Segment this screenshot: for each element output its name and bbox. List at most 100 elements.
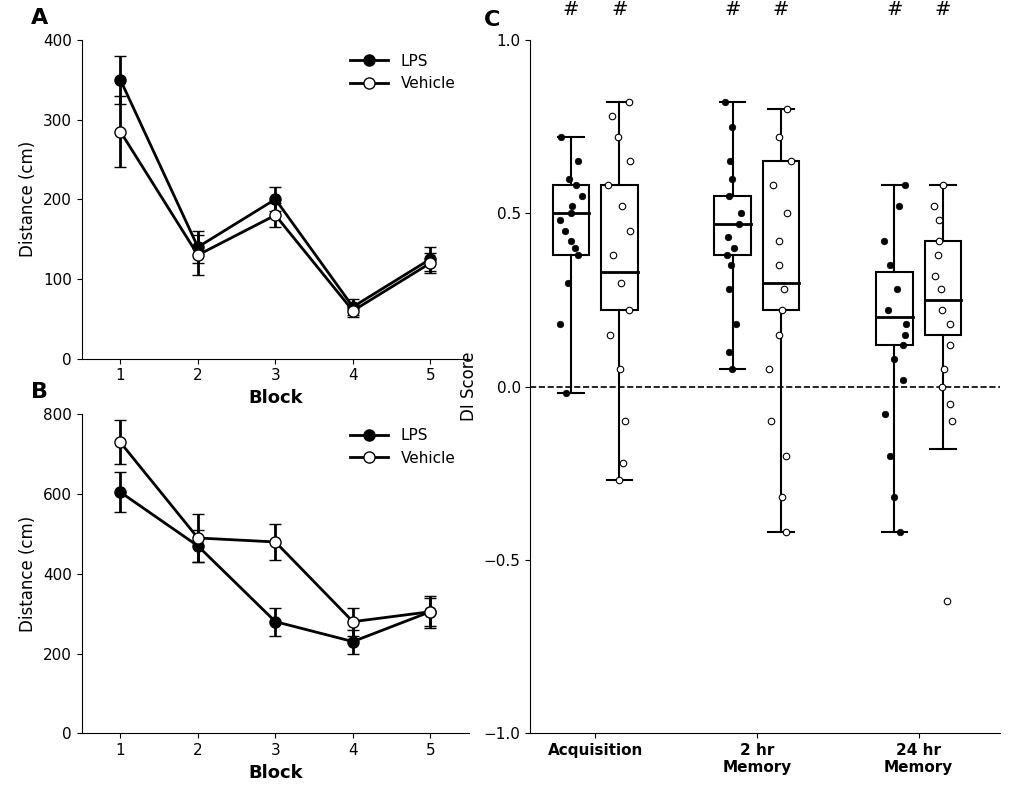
Point <box>611 277 628 289</box>
Point <box>569 155 585 167</box>
Point <box>551 214 568 226</box>
Point <box>892 526 908 539</box>
Point <box>932 304 949 316</box>
Point <box>941 318 957 331</box>
Point <box>896 328 912 341</box>
Point <box>720 190 737 202</box>
Point <box>897 318 913 331</box>
Y-axis label: Distance (cm): Distance (cm) <box>19 516 38 632</box>
Point <box>760 363 776 375</box>
Point <box>722 363 739 375</box>
Point <box>731 218 747 230</box>
Point <box>732 207 748 220</box>
Point <box>929 249 946 261</box>
Point <box>723 172 740 185</box>
Point <box>926 269 943 282</box>
Point <box>876 408 893 421</box>
Point <box>934 363 951 375</box>
Point <box>777 450 794 462</box>
Point <box>621 304 637 316</box>
Point <box>884 491 901 504</box>
Text: A: A <box>32 8 49 28</box>
Point <box>777 526 794 539</box>
Point <box>933 380 950 393</box>
Point <box>559 277 576 289</box>
Point <box>718 249 735 261</box>
Point <box>772 304 789 316</box>
Point <box>568 179 584 192</box>
Text: #: # <box>886 0 902 19</box>
Point <box>603 110 620 123</box>
Bar <box>875 272 912 345</box>
Point <box>622 224 638 237</box>
Point <box>551 318 568 331</box>
Point <box>722 259 739 272</box>
Point <box>557 387 574 400</box>
Text: #: # <box>562 0 579 19</box>
Legend: LPS, Vehicle: LPS, Vehicle <box>343 422 462 472</box>
Point <box>728 318 744 331</box>
Y-axis label: Distance (cm): Distance (cm) <box>19 141 38 257</box>
Point <box>613 200 630 213</box>
Point <box>770 259 787 272</box>
Point <box>775 283 792 296</box>
Point <box>894 339 910 351</box>
Point <box>604 249 621 261</box>
Point <box>890 200 906 213</box>
Point <box>726 241 742 254</box>
Text: #: # <box>723 0 740 19</box>
Point <box>770 131 787 143</box>
Point <box>564 200 580 213</box>
Point <box>894 373 910 386</box>
Point <box>770 234 787 247</box>
Legend: LPS, Vehicle: LPS, Vehicle <box>343 48 462 97</box>
Point <box>888 283 904 296</box>
X-axis label: Block: Block <box>248 764 303 782</box>
Point <box>609 131 626 143</box>
X-axis label: Block: Block <box>248 389 303 407</box>
Point <box>929 234 946 247</box>
Point <box>762 415 779 428</box>
Bar <box>713 196 750 255</box>
Point <box>567 241 583 254</box>
Point <box>611 363 628 375</box>
Point <box>933 179 950 192</box>
Point <box>879 304 896 316</box>
Point <box>783 155 799 167</box>
Point <box>897 179 913 192</box>
Text: #: # <box>772 0 789 19</box>
Point <box>562 207 579 220</box>
Text: B: B <box>32 383 48 402</box>
Point <box>772 491 789 504</box>
Point <box>884 352 901 365</box>
Point <box>777 103 794 116</box>
Point <box>552 131 569 143</box>
Point <box>880 450 897 462</box>
Text: #: # <box>610 0 627 19</box>
Point <box>621 96 637 108</box>
Point <box>941 398 957 410</box>
Point <box>770 328 787 341</box>
Point <box>930 214 947 226</box>
Bar <box>600 186 637 310</box>
Point <box>874 234 891 247</box>
Text: #: # <box>933 0 951 19</box>
Point <box>562 234 579 247</box>
Point <box>764 179 781 192</box>
Text: C: C <box>483 10 499 30</box>
Bar <box>924 241 960 335</box>
Point <box>720 155 737 167</box>
Point <box>944 415 960 428</box>
Point <box>622 155 638 167</box>
Point <box>556 224 573 237</box>
Point <box>599 179 615 192</box>
Point <box>720 283 737 296</box>
Point <box>570 249 586 261</box>
Point <box>574 190 590 202</box>
Bar <box>762 161 799 310</box>
Point <box>880 259 897 272</box>
Point <box>716 96 733 108</box>
Point <box>938 595 955 608</box>
Point <box>720 346 737 359</box>
Point <box>614 457 631 469</box>
